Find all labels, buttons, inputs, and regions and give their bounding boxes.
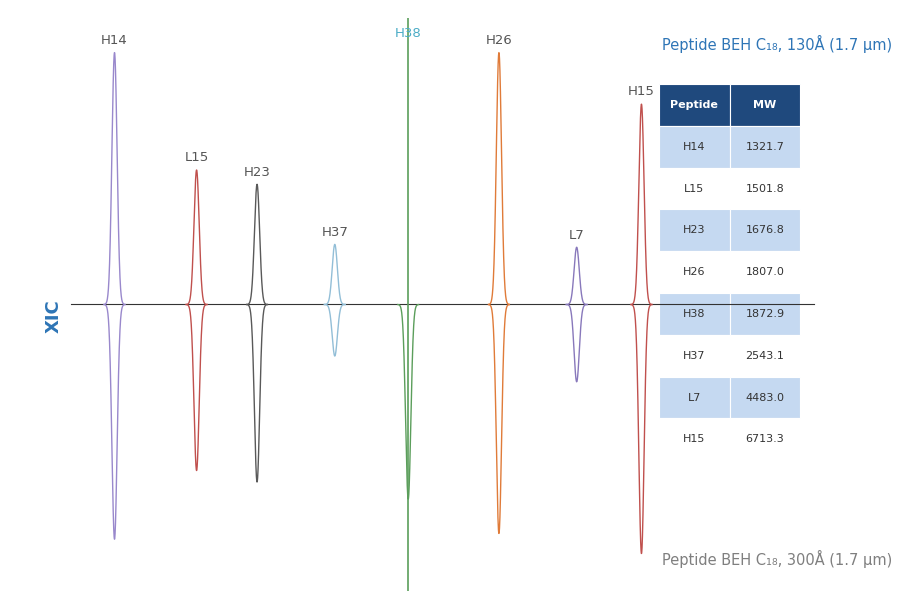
Text: XIC: XIC xyxy=(45,299,63,333)
Text: MW: MW xyxy=(754,100,777,110)
FancyBboxPatch shape xyxy=(730,335,800,376)
Text: 2543.1: 2543.1 xyxy=(745,351,785,361)
Text: H15: H15 xyxy=(628,85,655,99)
Text: H23: H23 xyxy=(683,225,706,235)
FancyBboxPatch shape xyxy=(659,84,730,126)
FancyBboxPatch shape xyxy=(730,252,800,293)
Text: 1321.7: 1321.7 xyxy=(745,142,785,152)
Text: L15: L15 xyxy=(185,151,209,164)
Text: 1872.9: 1872.9 xyxy=(745,309,785,319)
Text: Peptide BEH C₁₈, 130Å (1.7 μm): Peptide BEH C₁₈, 130Å (1.7 μm) xyxy=(662,35,892,54)
Text: 6713.3: 6713.3 xyxy=(745,434,785,445)
FancyBboxPatch shape xyxy=(730,126,800,167)
FancyBboxPatch shape xyxy=(730,209,800,252)
FancyBboxPatch shape xyxy=(730,376,800,418)
FancyBboxPatch shape xyxy=(659,126,730,167)
Text: 1676.8: 1676.8 xyxy=(745,225,785,235)
Text: H15: H15 xyxy=(683,434,706,445)
Text: H14: H14 xyxy=(683,142,706,152)
FancyBboxPatch shape xyxy=(730,293,800,335)
Text: H37: H37 xyxy=(683,351,706,361)
Text: H23: H23 xyxy=(244,166,270,178)
FancyBboxPatch shape xyxy=(659,252,730,293)
FancyBboxPatch shape xyxy=(659,167,730,209)
FancyBboxPatch shape xyxy=(730,418,800,460)
Text: 4483.0: 4483.0 xyxy=(745,393,785,403)
FancyBboxPatch shape xyxy=(659,293,730,335)
Text: L15: L15 xyxy=(684,183,704,194)
Text: H38: H38 xyxy=(683,309,706,319)
Text: H38: H38 xyxy=(395,27,422,40)
Text: H26: H26 xyxy=(683,267,706,277)
Text: 1501.8: 1501.8 xyxy=(745,183,785,194)
Text: Peptide BEH C₁₈, 300Å (1.7 μm): Peptide BEH C₁₈, 300Å (1.7 μm) xyxy=(662,550,892,568)
FancyBboxPatch shape xyxy=(659,209,730,252)
Text: L7: L7 xyxy=(569,228,584,242)
Text: H26: H26 xyxy=(485,34,512,47)
Text: H37: H37 xyxy=(322,226,348,239)
Text: H14: H14 xyxy=(101,34,128,47)
FancyBboxPatch shape xyxy=(730,84,800,126)
FancyBboxPatch shape xyxy=(659,418,730,460)
FancyBboxPatch shape xyxy=(659,376,730,418)
Text: Peptide: Peptide xyxy=(670,100,718,110)
FancyBboxPatch shape xyxy=(730,167,800,209)
Text: L7: L7 xyxy=(687,393,701,403)
Text: 1807.0: 1807.0 xyxy=(745,267,785,277)
FancyBboxPatch shape xyxy=(659,335,730,376)
